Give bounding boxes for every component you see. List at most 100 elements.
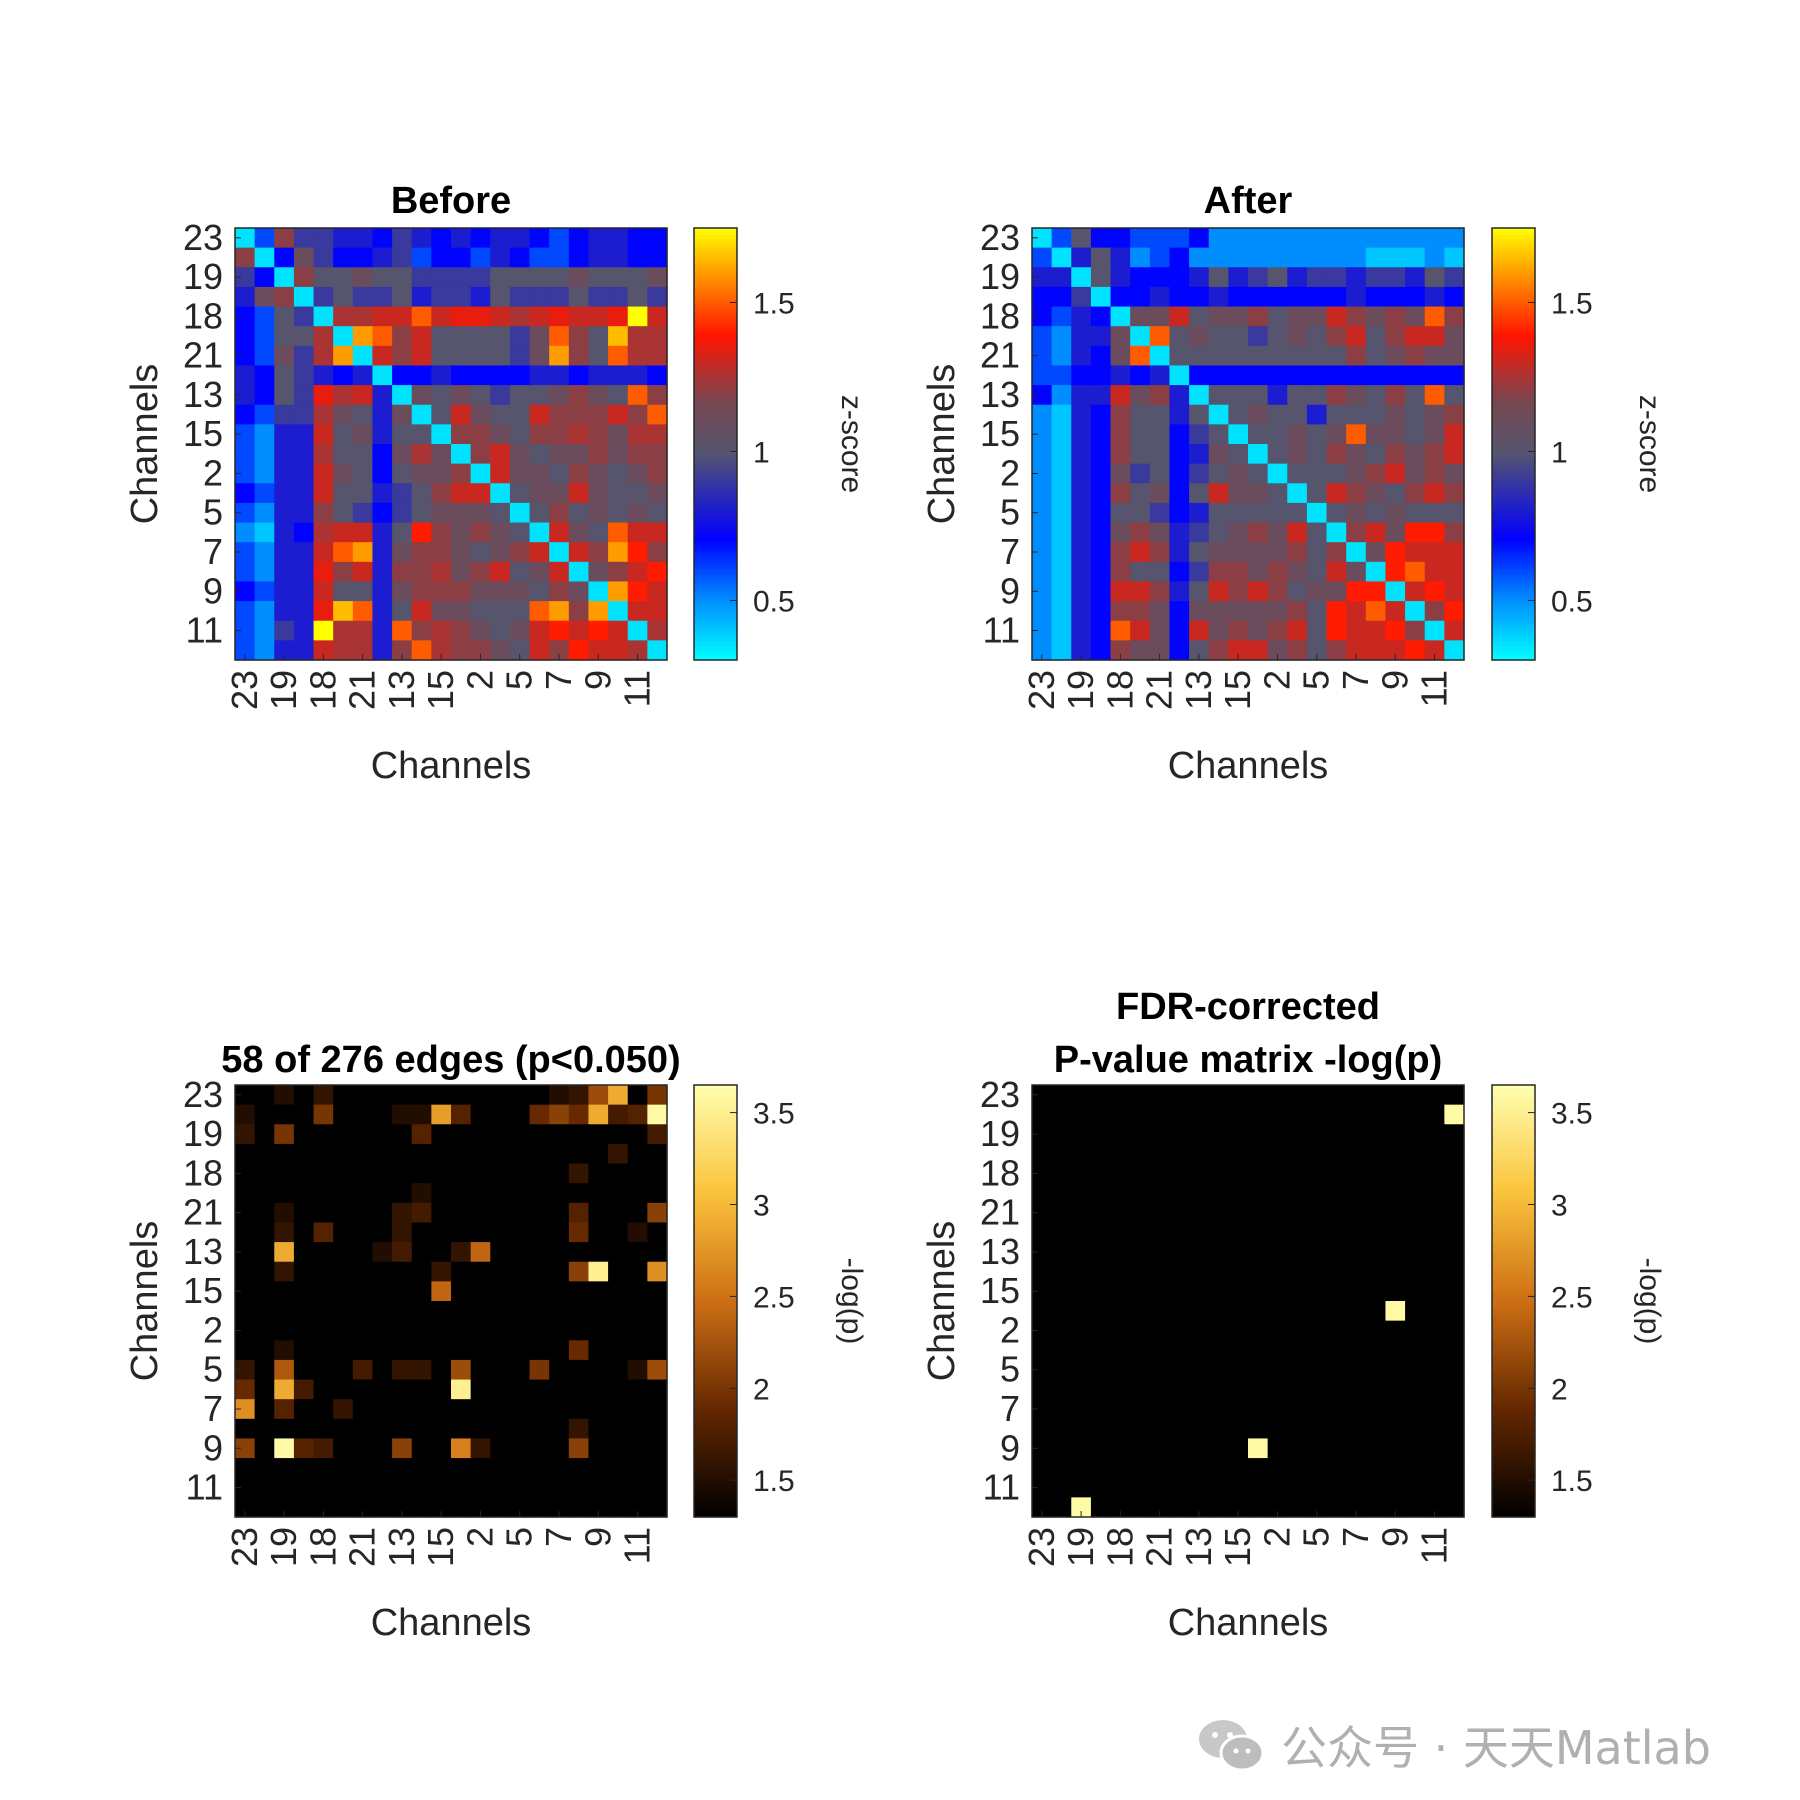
y-tick-label: 19 (183, 256, 223, 297)
heatmap-cell (647, 267, 668, 288)
heatmap-cell (352, 502, 374, 524)
heatmap-cell (1032, 1379, 1053, 1400)
colorbar-segment (1492, 1275, 1535, 1280)
colorbar-segment (1492, 1290, 1535, 1295)
heatmap-cell (568, 404, 590, 425)
heatmap-cell (1090, 1301, 1112, 1322)
colorbar-segment (694, 1459, 737, 1464)
colorbar-segment (1492, 1499, 1535, 1504)
colorbar-segment (694, 1473, 737, 1478)
heatmap-cell (509, 1359, 531, 1381)
heatmap-cell (1306, 1143, 1328, 1165)
colorbar-segment (694, 1207, 737, 1212)
heatmap-cell (1228, 345, 1249, 367)
colorbar-segment (1492, 1142, 1535, 1147)
heatmap-cell (235, 306, 256, 327)
heatmap-cell (1110, 1222, 1131, 1243)
heatmap-cell (254, 522, 275, 543)
heatmap-cell (1090, 1143, 1112, 1165)
colorbar-segment (1492, 231, 1535, 236)
heatmap-cell (235, 1281, 256, 1302)
heatmap-cell (451, 444, 472, 465)
colorbar-segment (1492, 274, 1535, 279)
heatmap-cell (470, 1438, 491, 1459)
heatmap-cell (1267, 1458, 1288, 1479)
heatmap-cell (1228, 326, 1249, 347)
colorbar-segment (694, 591, 737, 596)
heatmap-cell (451, 1340, 472, 1361)
heatmap-cell (647, 444, 668, 465)
colorbar-segment (1492, 519, 1535, 524)
heatmap-cell (1444, 1301, 1465, 1322)
heatmap-cell (293, 620, 315, 641)
heatmap-cell (1346, 1261, 1367, 1282)
heatmap-cell (254, 247, 275, 268)
heatmap-cell (235, 561, 256, 583)
y-tick-label: 11 (983, 1467, 1020, 1508)
heatmap-cell (1385, 1418, 1406, 1440)
heatmap-cell (490, 424, 511, 445)
heatmap-cell (1306, 1379, 1328, 1400)
heatmap-cell (1071, 267, 1092, 288)
heatmap-cell (608, 1320, 629, 1341)
heatmap-cell (235, 1261, 256, 1282)
heatmap-cell (1149, 286, 1171, 308)
heatmap-cell (1385, 1497, 1406, 1518)
heatmap-cell (1444, 424, 1465, 445)
heatmap-cell (1189, 1458, 1210, 1479)
heatmap-cell (608, 345, 629, 367)
colorbar-segment (694, 235, 737, 240)
heatmap-cell (1424, 365, 1445, 386)
colorbar-segment (694, 253, 737, 258)
heatmap-cell (411, 581, 432, 602)
x-tick-label: 9 (1374, 1527, 1415, 1547)
heatmap-cell (490, 1124, 511, 1145)
heatmap-cell (1208, 1183, 1229, 1204)
heatmap-cell (313, 1183, 334, 1204)
colorbar-segment (694, 1239, 737, 1244)
heatmap-cell (1071, 620, 1092, 641)
heatmap-cell (529, 1497, 550, 1518)
colorbar-segment (694, 1286, 737, 1291)
heatmap-cell (451, 620, 472, 641)
heatmap-cell (1405, 581, 1426, 602)
heatmap-cell (647, 1143, 668, 1165)
heatmap-cell (647, 1281, 668, 1302)
heatmap-cell (372, 1143, 393, 1165)
y-axis-label: Channels (921, 1221, 963, 1382)
heatmap-cell (1149, 424, 1171, 445)
heatmap-cell (333, 385, 354, 406)
heatmap-cell (372, 542, 393, 563)
heatmap-cell (1130, 385, 1151, 406)
heatmap-cell (1365, 326, 1387, 347)
heatmap-cell (333, 522, 354, 543)
heatmap-cell (1405, 601, 1426, 622)
heatmap-cell (549, 1379, 570, 1400)
colorbar-segment (694, 1329, 737, 1334)
colorbar-segment (694, 526, 737, 531)
heatmap-cell (1130, 542, 1151, 563)
heatmap-cell (608, 1438, 629, 1459)
heatmap-cell (274, 1104, 295, 1125)
colorbar-segment (1492, 483, 1535, 488)
colorbar-segment (694, 1383, 737, 1388)
colorbar-segment (1492, 595, 1535, 600)
heatmap-cell (608, 1301, 629, 1322)
heatmap-cell (1405, 365, 1426, 386)
heatmap-cell (1051, 1379, 1072, 1400)
heatmap-cell (1228, 1242, 1249, 1263)
heatmap-cell (1071, 385, 1092, 406)
colorbar-segment (1492, 382, 1535, 387)
heatmap-cell (529, 404, 550, 425)
heatmap-cell (1248, 345, 1269, 367)
heatmap-cell (568, 1340, 590, 1361)
heatmap-cell (1267, 1399, 1288, 1420)
colorbar-tick-label: 1.5 (753, 288, 795, 321)
heatmap-cell (1032, 1320, 1053, 1341)
colorbar-segment (1492, 609, 1535, 614)
heatmap-cell (529, 1242, 550, 1263)
colorbar-segment (694, 1337, 737, 1342)
heatmap-cell (293, 483, 315, 504)
heatmap-cell (1189, 326, 1210, 347)
heatmap-cell (1385, 581, 1406, 602)
